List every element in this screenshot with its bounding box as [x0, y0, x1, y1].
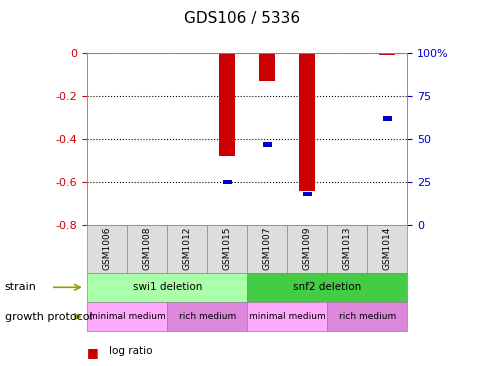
Text: rich medium: rich medium [338, 312, 395, 321]
Bar [259, 53, 275, 81]
Bar [219, 53, 235, 156]
Text: ■: ■ [87, 346, 99, 359]
Text: GSM1012: GSM1012 [182, 227, 192, 270]
Text: swi1 deletion: swi1 deletion [132, 282, 202, 292]
Text: snf2 deletion: snf2 deletion [293, 282, 361, 292]
Text: GSM1008: GSM1008 [142, 227, 151, 270]
Text: minimal medium: minimal medium [89, 312, 166, 321]
Text: log ratio: log ratio [109, 346, 152, 356]
Text: minimal medium: minimal medium [248, 312, 325, 321]
Text: rich medium: rich medium [178, 312, 236, 321]
Text: GSM1014: GSM1014 [382, 227, 391, 270]
Bar [299, 53, 315, 191]
Text: GSM1009: GSM1009 [302, 227, 311, 270]
Text: growth protocol: growth protocol [5, 311, 92, 322]
Bar [382, 116, 391, 121]
Text: GDS106 / 5336: GDS106 / 5336 [184, 11, 300, 26]
Bar [378, 53, 394, 55]
Bar [223, 180, 231, 184]
Text: GSM1007: GSM1007 [262, 227, 272, 270]
Text: GSM1015: GSM1015 [222, 227, 231, 270]
Bar [302, 192, 311, 197]
Text: strain: strain [5, 282, 37, 292]
Text: GSM1006: GSM1006 [103, 227, 112, 270]
Bar [262, 142, 271, 147]
Text: GSM1013: GSM1013 [342, 227, 351, 270]
